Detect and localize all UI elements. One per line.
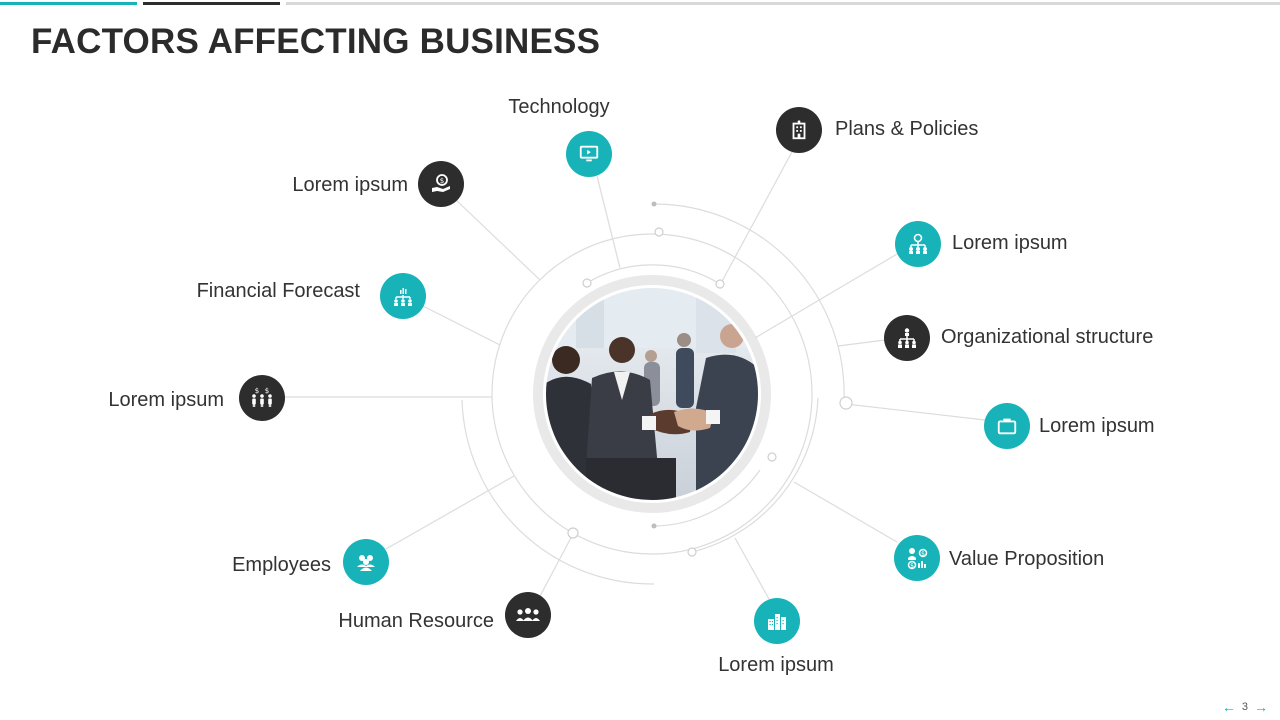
briefcase-icon: [997, 418, 1017, 435]
monitor-icon: [579, 145, 599, 162]
svg-text:$: $: [440, 177, 444, 185]
financial-forecast-label: Financial Forecast: [196, 280, 360, 302]
org-chart-icon: [898, 328, 916, 348]
employees-node: [343, 539, 389, 585]
organizational-structure-label: Organizational structure: [941, 326, 1154, 348]
human-resource-label: Human Resource: [338, 610, 494, 632]
central-business-handshake-photo: [546, 288, 758, 500]
value-icon: $$: [907, 548, 928, 570]
plans-policies-label: Plans & Policies: [835, 118, 979, 140]
organizational-structure-node: [884, 315, 930, 361]
human-resource-node: [505, 592, 551, 638]
people-money-icon: $ $: [252, 387, 272, 407]
lorem-ipsum-label-4: Lorem ipsum: [1039, 415, 1155, 437]
lorem-ipsum-label-3: Lorem ipsum: [108, 389, 224, 411]
network-money-icon: [909, 233, 927, 254]
chart-hierarchy-icon: [394, 288, 412, 306]
svg-text:$: $: [910, 563, 914, 570]
lorem-ipsum-node-5: [754, 598, 800, 644]
svg-text:$: $: [921, 551, 925, 558]
employees-label: Employees: [232, 554, 331, 576]
money-hand-icon: $: [432, 174, 450, 192]
next-arrow-icon[interactable]: →: [1254, 699, 1268, 715]
city-icon: [768, 614, 786, 630]
team-icon: [516, 608, 540, 621]
technology-label: Technology: [508, 96, 610, 118]
lorem-ipsum-node-2: [895, 221, 941, 267]
lorem-ipsum-node-1: $: [418, 161, 464, 207]
prev-arrow-icon[interactable]: ←: [1221, 699, 1236, 715]
building-icon: [792, 120, 806, 140]
lorem-ipsum-node-4: [984, 403, 1030, 449]
value-proposition-label: Value Proposition: [949, 548, 1105, 570]
svg-text:$: $: [255, 387, 259, 395]
lorem-ipsum-label-1: Lorem ipsum: [292, 174, 408, 196]
financial-forecast-node: [380, 273, 426, 319]
top-accent-bar-dark: [143, 2, 280, 5]
technology-node: [566, 131, 612, 177]
top-accent-bar-light: [286, 2, 1280, 5]
page-number: 3: [1241, 701, 1248, 713]
page-title: FACTORS AFFECTING BUSINESS: [31, 22, 601, 61]
lorem-ipsum-label-2: Lorem ipsum: [952, 232, 1068, 254]
people-group-icon: [357, 555, 375, 571]
lorem-ipsum-node-3: $ $: [239, 375, 285, 421]
page-navigation: ← 3 →: [1222, 699, 1268, 715]
top-accent-bar-teal: [0, 2, 137, 5]
plans-policies-node: [776, 107, 822, 153]
svg-text:$: $: [265, 387, 269, 395]
lorem-ipsum-label-5: Lorem ipsum: [718, 654, 834, 676]
value-proposition-node: $ $: [894, 535, 940, 581]
